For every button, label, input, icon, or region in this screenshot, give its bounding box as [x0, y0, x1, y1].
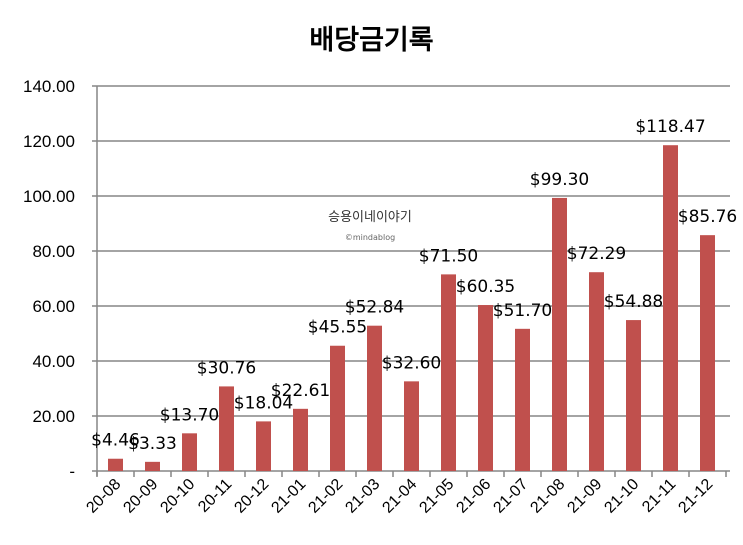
- data-label: $85.76: [678, 207, 737, 227]
- bar: [256, 421, 271, 471]
- y-tick-label: -: [69, 462, 75, 481]
- bar: [293, 408, 308, 471]
- y-tick-label: 40.00: [32, 352, 75, 371]
- chart-title: 배당금기록: [309, 25, 434, 56]
- y-tick-label: 80.00: [32, 242, 75, 261]
- bar: [441, 274, 456, 471]
- x-tick-label: 21-02: [305, 476, 346, 517]
- data-label: $3.33: [128, 434, 177, 454]
- x-tick-label: 21-09: [564, 476, 605, 517]
- x-tick-label: 21-10: [601, 476, 642, 517]
- y-tick-label: 140.00: [23, 77, 75, 96]
- x-tick-label: 21-12: [675, 476, 716, 517]
- bar: [182, 433, 197, 471]
- data-label: $13.70: [160, 405, 219, 425]
- data-label: $22.61: [271, 381, 330, 401]
- bar: [589, 272, 604, 471]
- y-tick-label: 60.00: [32, 297, 75, 316]
- bar: [700, 235, 715, 471]
- x-tick-label: 21-07: [490, 476, 531, 517]
- bar: [663, 145, 678, 471]
- bar: [478, 305, 493, 471]
- watermark-title: 승용이네이야기: [328, 210, 412, 225]
- data-label: $51.70: [493, 301, 552, 321]
- x-tick-label: 20-09: [120, 476, 161, 517]
- data-label: $60.35: [456, 277, 515, 297]
- bar: [404, 381, 419, 471]
- x-tick-label: 20-08: [83, 476, 124, 517]
- data-label: $45.55: [308, 318, 367, 338]
- y-tick-label: 100.00: [23, 187, 75, 206]
- data-label: $72.29: [567, 244, 626, 264]
- y-tick-label: 20.00: [32, 407, 75, 426]
- x-tick-label: 20-10: [157, 476, 198, 517]
- bar: [552, 197, 567, 472]
- bar: [219, 386, 234, 471]
- data-label: $71.50: [419, 246, 478, 266]
- x-tick-label: 21-03: [342, 476, 383, 517]
- x-tick-label: 20-12: [231, 476, 272, 517]
- watermark-subtitle: ©mindablog: [345, 233, 395, 242]
- bar: [330, 345, 345, 471]
- bar: [145, 461, 160, 471]
- x-tick-label: 20-11: [195, 476, 235, 516]
- data-label: $99.30: [530, 170, 589, 190]
- bar: [367, 325, 382, 471]
- x-tick-label: 21-08: [527, 476, 568, 517]
- data-label: $118.47: [635, 117, 705, 137]
- x-tick-label: 21-05: [416, 476, 457, 517]
- bar: [515, 328, 530, 471]
- x-tick-label: 21-11: [639, 476, 679, 516]
- bar: [626, 320, 641, 471]
- x-tick-label: 21-01: [268, 476, 309, 517]
- y-tick-label: 120.00: [23, 132, 75, 151]
- bar: [108, 458, 123, 471]
- data-label: $52.84: [345, 298, 404, 318]
- data-label: $54.88: [604, 292, 663, 312]
- x-tick-label: 21-04: [379, 476, 420, 517]
- data-label: $18.04: [234, 393, 293, 413]
- data-label: $30.76: [197, 358, 256, 378]
- x-tick-label: 21-06: [453, 476, 494, 517]
- data-label: $4.46: [91, 431, 140, 451]
- data-label: $32.60: [382, 353, 441, 373]
